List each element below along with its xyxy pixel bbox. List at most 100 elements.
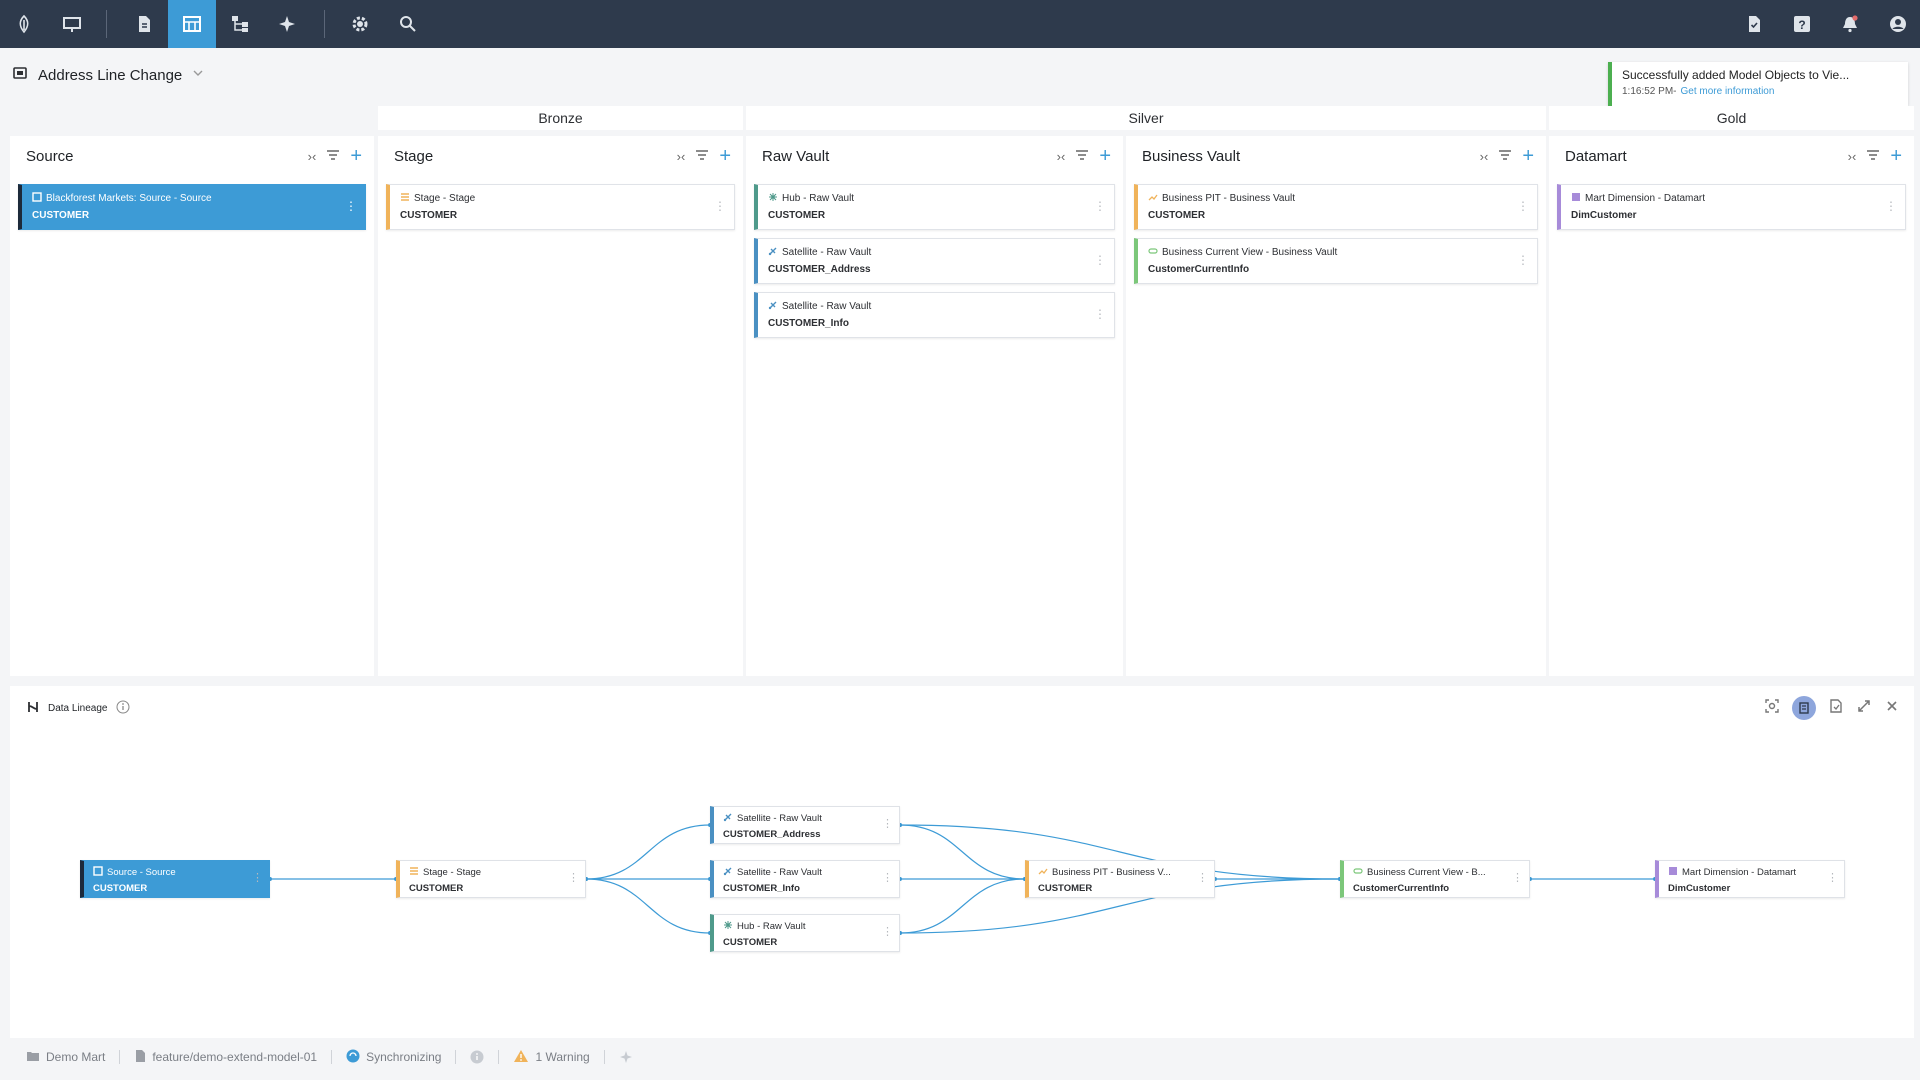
model-object-card[interactable]: Business Current View - Business Vault Cu… (1134, 238, 1538, 284)
hierarchy-icon[interactable] (216, 0, 264, 48)
more-vertical-icon[interactable]: ⋮ (568, 872, 579, 884)
pit-icon (1038, 866, 1048, 879)
expand-icon[interactable] (1856, 698, 1872, 719)
more-vertical-icon[interactable]: ⋮ (1094, 199, 1106, 213)
lineage-toolbar (1764, 696, 1900, 720)
logo-icon[interactable] (0, 0, 48, 48)
folder-icon (26, 1050, 40, 1065)
object-name: CustomerCurrentInfo (1353, 883, 1450, 894)
object-type-label: Business Current View - Business Vault (1162, 247, 1338, 258)
object-name: CUSTOMER (1148, 210, 1206, 221)
lineage-node[interactable]: Satellite - Raw Vault CUSTOMER_Address ⋮ (710, 806, 900, 844)
table-icon[interactable] (168, 0, 216, 48)
sort-icon[interactable] (695, 149, 709, 164)
more-vertical-icon[interactable]: ⋮ (345, 199, 357, 213)
more-vertical-icon[interactable]: ⋮ (252, 872, 263, 884)
layer-gold: Gold (1549, 106, 1914, 130)
info-icon[interactable] (116, 700, 130, 717)
help-icon[interactable]: ? (1778, 0, 1826, 48)
add-object-button[interactable]: + (719, 145, 731, 167)
toast-time: 1:16:52 PM- (1622, 86, 1677, 97)
model-object-card[interactable]: Business PIT - Business Vault CUSTOMER ⋮ (1134, 184, 1538, 230)
more-vertical-icon[interactable]: ⋮ (714, 199, 726, 213)
model-selector[interactable]: Address Line Change (12, 58, 204, 92)
model-object-card[interactable]: Stage - Stage CUSTOMER ⋮ (386, 184, 735, 230)
lineage-node[interactable]: Business PIT - Business V... CUSTOMER ⋮ (1025, 860, 1215, 898)
lineage-node[interactable]: Business Current View - B... CustomerCurr… (1340, 860, 1530, 898)
lineage-edge (899, 878, 1341, 934)
sort-icon[interactable] (1866, 149, 1880, 164)
sort-icon[interactable] (1075, 149, 1089, 164)
presentation-icon[interactable] (48, 0, 96, 48)
bell-icon[interactable] (1826, 0, 1874, 48)
lineage-edge (899, 878, 1026, 934)
lineage-node[interactable]: Stage - Stage CUSTOMER ⋮ (396, 860, 586, 898)
toast-more-info-link[interactable]: Get more information (1680, 86, 1775, 97)
collapse-icon[interactable]: ›‹ (307, 148, 317, 164)
model-object-card[interactable]: Satellite - Raw Vault CUSTOMER_Info ⋮ (754, 292, 1115, 338)
lineage-node[interactable]: Mart Dimension - Datamart DimCustomer ⋮ (1655, 860, 1845, 898)
sync-status: Synchronizing (366, 1050, 442, 1064)
more-vertical-icon[interactable]: ⋮ (1094, 307, 1106, 321)
add-object-button[interactable]: + (1099, 145, 1111, 167)
search-icon[interactable] (384, 0, 432, 48)
info-status-icon[interactable] (470, 1050, 484, 1064)
project-indicator[interactable]: Demo Mart (26, 1050, 105, 1065)
object-type-label: Stage - Stage (414, 193, 476, 204)
collapse-icon[interactable]: ›‹ (1056, 148, 1066, 164)
add-object-button[interactable]: + (1522, 145, 1534, 167)
more-vertical-icon[interactable]: ⋮ (882, 872, 893, 884)
assistant-sparkle-icon[interactable] (619, 1050, 633, 1064)
lineage-node[interactable]: Hub - Raw Vault CUSTOMER ⋮ (710, 914, 900, 952)
more-vertical-icon[interactable]: ⋮ (1517, 199, 1529, 213)
column-header: Stage ›‹ + (378, 136, 743, 176)
more-vertical-icon[interactable]: ⋮ (882, 926, 893, 938)
column-header: Datamart ›‹ + (1549, 136, 1914, 176)
more-vertical-icon[interactable]: ⋮ (1094, 253, 1106, 267)
satellite-icon (723, 866, 733, 879)
add-object-button[interactable]: + (350, 145, 362, 167)
chevron-down-icon[interactable] (192, 66, 204, 84)
close-icon[interactable] (1884, 698, 1900, 719)
branch-indicator[interactable]: feature/demo-extend-model-01 (134, 1049, 317, 1066)
column-tools: ›‹ + (1848, 146, 1902, 166)
hub-icon (768, 192, 778, 205)
account-icon[interactable] (1874, 0, 1920, 48)
sort-icon[interactable] (1498, 149, 1512, 164)
gear-icon[interactable] (336, 0, 384, 48)
sync-indicator[interactable]: Synchronizing (346, 1049, 441, 1066)
status-divider (119, 1050, 121, 1064)
model-object-card[interactable]: Satellite - Raw Vault CUSTOMER_Address ⋮ (754, 238, 1115, 284)
project-name: Demo Mart (46, 1050, 106, 1064)
object-name: CUSTOMER (1038, 883, 1093, 894)
task-check-icon[interactable] (1730, 0, 1778, 48)
add-object-button[interactable]: + (1890, 145, 1902, 167)
column-tools: ›‹ + (308, 146, 362, 166)
model-object-card[interactable]: Mart Dimension - Datamart DimCustomer ⋮ (1557, 184, 1906, 230)
more-vertical-icon[interactable]: ⋮ (1827, 872, 1838, 884)
object-type: Satellite - Raw Vault (723, 866, 879, 879)
more-vertical-icon[interactable]: ⋮ (1197, 872, 1208, 884)
object-type: Stage - Stage (409, 866, 565, 879)
collapse-icon[interactable]: ›‹ (1847, 148, 1857, 164)
lineage-node[interactable]: Satellite - Raw Vault CUSTOMER_Info ⋮ (710, 860, 900, 898)
lineage-node[interactable]: Source - Source CUSTOMER ⋮ (80, 860, 270, 898)
more-vertical-icon[interactable]: ⋮ (882, 818, 893, 830)
svg-text:?: ? (1798, 18, 1805, 32)
object-name: CUSTOMER (409, 883, 464, 894)
focus-icon[interactable] (1764, 698, 1780, 719)
document-icon[interactable] (120, 0, 168, 48)
sync-icon (346, 1049, 360, 1066)
export-icon[interactable] (1828, 698, 1844, 719)
model-object-card[interactable]: Blackforest Markets: Source - Source CUST… (18, 184, 366, 230)
collapse-icon[interactable]: ›‹ (676, 148, 686, 164)
sort-icon[interactable] (326, 149, 340, 164)
model-object-card[interactable]: Hub - Raw Vault CUSTOMER ⋮ (754, 184, 1115, 230)
more-vertical-icon[interactable]: ⋮ (1512, 872, 1523, 884)
more-vertical-icon[interactable]: ⋮ (1885, 199, 1897, 213)
collapse-icon[interactable]: ›‹ (1479, 148, 1489, 164)
sparkle-icon[interactable] (264, 0, 312, 48)
warning-indicator[interactable]: 1 Warning (513, 1049, 590, 1066)
filter-icon[interactable] (1792, 696, 1816, 720)
more-vertical-icon[interactable]: ⋮ (1517, 253, 1529, 267)
